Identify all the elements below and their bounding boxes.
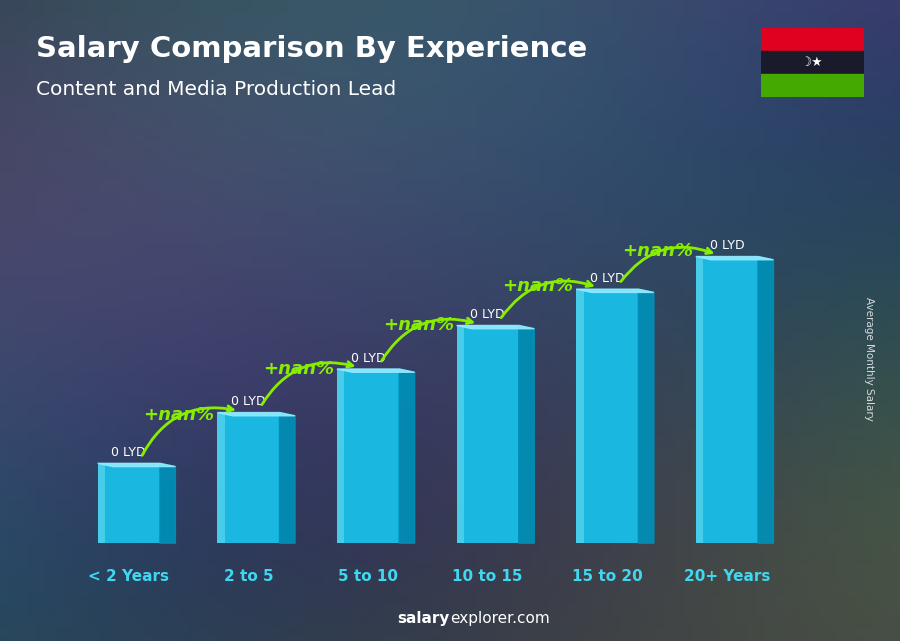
FancyBboxPatch shape bbox=[456, 326, 518, 543]
Bar bbox=[98, 463, 105, 543]
Text: Average Monthly Salary: Average Monthly Salary bbox=[863, 297, 874, 421]
Text: 0 LYD: 0 LYD bbox=[709, 239, 744, 252]
Text: explorer.com: explorer.com bbox=[450, 611, 550, 626]
Bar bbox=[456, 326, 464, 543]
Polygon shape bbox=[98, 463, 176, 467]
Polygon shape bbox=[696, 256, 773, 260]
Text: +nan%: +nan% bbox=[622, 242, 693, 260]
Bar bbox=[760, 74, 864, 97]
Text: 0 LYD: 0 LYD bbox=[351, 352, 385, 365]
Polygon shape bbox=[456, 326, 535, 329]
Bar bbox=[760, 51, 864, 74]
Text: 0 LYD: 0 LYD bbox=[471, 308, 505, 321]
Polygon shape bbox=[217, 413, 295, 416]
FancyBboxPatch shape bbox=[576, 289, 638, 543]
Text: +nan%: +nan% bbox=[382, 316, 454, 334]
Bar bbox=[337, 369, 345, 543]
Text: +nan%: +nan% bbox=[502, 276, 573, 295]
Text: ☽★: ☽★ bbox=[801, 56, 824, 69]
Text: salary: salary bbox=[398, 611, 450, 626]
Polygon shape bbox=[160, 463, 176, 543]
Text: Content and Media Production Lead: Content and Media Production Lead bbox=[36, 80, 396, 99]
Text: Salary Comparison By Experience: Salary Comparison By Experience bbox=[36, 35, 587, 63]
Bar bbox=[696, 256, 703, 543]
Polygon shape bbox=[399, 369, 415, 543]
Polygon shape bbox=[638, 289, 654, 543]
FancyBboxPatch shape bbox=[98, 463, 160, 543]
Polygon shape bbox=[576, 289, 654, 292]
Text: +nan%: +nan% bbox=[263, 360, 334, 378]
Text: 0 LYD: 0 LYD bbox=[112, 446, 146, 459]
Text: 0 LYD: 0 LYD bbox=[590, 272, 625, 285]
Polygon shape bbox=[280, 413, 295, 543]
Bar bbox=[576, 289, 583, 543]
Polygon shape bbox=[337, 369, 415, 372]
Polygon shape bbox=[518, 326, 535, 543]
Text: +nan%: +nan% bbox=[143, 406, 214, 424]
FancyBboxPatch shape bbox=[337, 369, 399, 543]
Bar bbox=[760, 28, 864, 51]
FancyBboxPatch shape bbox=[217, 413, 280, 543]
Polygon shape bbox=[758, 256, 773, 543]
Text: 0 LYD: 0 LYD bbox=[231, 395, 266, 408]
Bar bbox=[217, 413, 225, 543]
FancyBboxPatch shape bbox=[696, 256, 758, 543]
